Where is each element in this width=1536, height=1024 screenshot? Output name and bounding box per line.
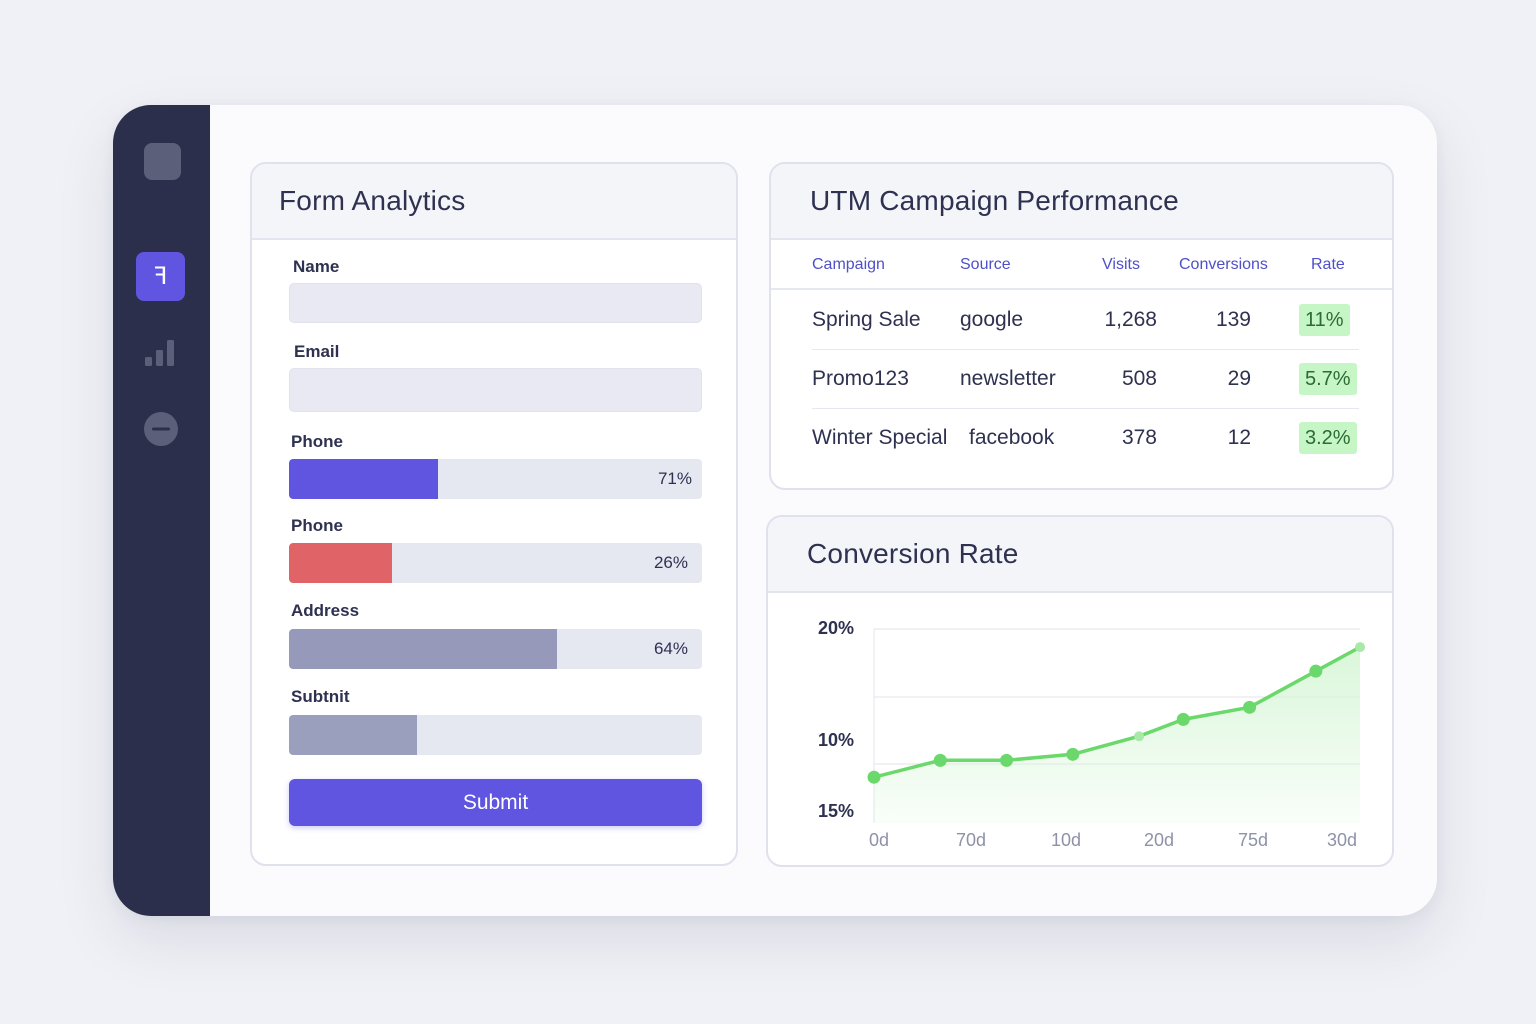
x-tick-label: 70d bbox=[956, 830, 986, 850]
data-point bbox=[1243, 700, 1257, 714]
y-tick-label: 20% bbox=[818, 618, 854, 638]
data-point bbox=[1000, 753, 1014, 767]
campaign-cell: Spring Sale bbox=[812, 307, 921, 331]
x-tick-label: 10d bbox=[1051, 830, 1081, 850]
y-tick-label: 15% bbox=[818, 801, 854, 821]
x-tick-label: 30d bbox=[1327, 830, 1357, 850]
campaign-cell: Winter Special bbox=[812, 425, 948, 449]
phone-completion-bar: 71% bbox=[289, 459, 702, 499]
address-label: Address bbox=[291, 601, 360, 620]
column-header-visits[interactable]: Visits bbox=[1102, 256, 1140, 273]
campaign-cell: Promo123 bbox=[812, 366, 909, 390]
data-point bbox=[1176, 712, 1190, 726]
bar-chart-icon bbox=[145, 340, 174, 366]
utm-performance-card: UTM Campaign Performance Campaign Source… bbox=[769, 162, 1394, 490]
conversion-rate-card: Conversion Rate 20% 10% 15% 0d 70d 10d 20d 75d 3… bbox=[766, 515, 1394, 867]
email-label: Email bbox=[294, 342, 340, 361]
table-row[interactable]: Promo123 newsletter 508 29 5.7% bbox=[771, 349, 1392, 408]
form-analytics-header: Form Analytics bbox=[252, 164, 736, 240]
phone-secondary-completion-bar: 26% bbox=[289, 543, 702, 583]
data-point bbox=[933, 753, 947, 767]
phone-completion-percent: 71% bbox=[657, 469, 692, 488]
table-row[interactable]: Spring Sale google 1,268 139 11% bbox=[771, 290, 1392, 349]
conversion-header: Conversion Rate bbox=[768, 517, 1392, 593]
name-label: Name bbox=[293, 257, 340, 276]
source-cell: newsletter bbox=[960, 366, 1056, 390]
conversion-rate-chart: 20% 10% 15% 0d 70d 10d 20d 75d 30d bbox=[818, 618, 1365, 850]
source-cell: facebook bbox=[969, 425, 1055, 449]
conversions-cell: 139 bbox=[1215, 307, 1251, 331]
address-completion-bar: 64% bbox=[289, 629, 702, 669]
column-header-conversions[interactable]: Conversions bbox=[1179, 256, 1268, 273]
visits-cell: 508 bbox=[1121, 366, 1157, 390]
visits-cell: 378 bbox=[1121, 425, 1157, 449]
y-tick-label: 10% bbox=[818, 730, 854, 750]
data-point bbox=[1309, 664, 1323, 678]
x-tick-label: 75d bbox=[1238, 830, 1268, 850]
app-window: ꟻ Form Analytics Name Email Phone bbox=[113, 105, 1437, 916]
form-analytics-title: Form Analytics bbox=[279, 185, 466, 216]
conversions-cell: 12 bbox=[1227, 425, 1251, 449]
submit-button[interactable]: Submit bbox=[289, 779, 702, 826]
sidebar-item-remove[interactable] bbox=[141, 409, 181, 449]
x-tick-label: 20d bbox=[1144, 830, 1174, 850]
phone-secondary-completion-percent: 26% bbox=[653, 553, 688, 572]
address-completion-percent: 64% bbox=[653, 639, 688, 658]
sidebar-item-forms[interactable]: ꟻ bbox=[136, 252, 185, 301]
utm-header: UTM Campaign Performance bbox=[771, 164, 1392, 240]
phone-completion-fill bbox=[289, 459, 438, 499]
visits-cell: 1,268 bbox=[1104, 307, 1157, 331]
name-field[interactable] bbox=[289, 283, 702, 323]
utm-table-header: Campaign Source Visits Conversions Rate bbox=[771, 240, 1392, 290]
submit-completion-fill bbox=[289, 715, 418, 755]
phone-secondary-completion-fill bbox=[289, 543, 393, 583]
column-header-source[interactable]: Source bbox=[960, 256, 1011, 273]
utm-table: Campaign Source Visits Conversions Rate … bbox=[771, 240, 1392, 467]
rate-badge: 3.2% bbox=[1299, 422, 1357, 454]
address-completion-fill bbox=[289, 629, 558, 669]
phone-secondary-label: Phone bbox=[291, 516, 343, 535]
column-header-rate[interactable]: Rate bbox=[1311, 256, 1345, 273]
data-point bbox=[1066, 747, 1080, 761]
submit-completion-bar bbox=[289, 715, 702, 755]
data-point bbox=[867, 770, 881, 784]
utm-title: UTM Campaign Performance bbox=[810, 185, 1179, 216]
app-logo bbox=[144, 143, 181, 180]
conversion-title: Conversion Rate bbox=[807, 538, 1019, 569]
x-tick-label: 0d bbox=[869, 830, 889, 850]
submit-step-label: Subtnit bbox=[291, 687, 350, 706]
table-row[interactable]: Winter Special facebook 378 12 3.2% bbox=[771, 408, 1392, 467]
source-cell: google bbox=[960, 307, 1024, 331]
form-icon: ꟻ bbox=[153, 263, 168, 290]
sidebar-item-analytics[interactable] bbox=[141, 333, 181, 373]
data-point bbox=[1355, 642, 1365, 653]
email-field[interactable] bbox=[289, 368, 702, 412]
minus-circle-icon bbox=[144, 412, 178, 446]
series-area bbox=[874, 647, 1360, 823]
rate-badge: 5.7% bbox=[1299, 363, 1357, 395]
form-analytics-card: Form Analytics Name Email Phone 71% Phon… bbox=[250, 162, 738, 866]
sidebar: ꟻ bbox=[113, 105, 210, 916]
conversions-cell: 29 bbox=[1227, 366, 1251, 390]
rate-badge: 11% bbox=[1299, 304, 1350, 336]
phone-label: Phone bbox=[291, 432, 343, 451]
data-point bbox=[1134, 731, 1145, 742]
column-header-campaign[interactable]: Campaign bbox=[812, 256, 885, 273]
